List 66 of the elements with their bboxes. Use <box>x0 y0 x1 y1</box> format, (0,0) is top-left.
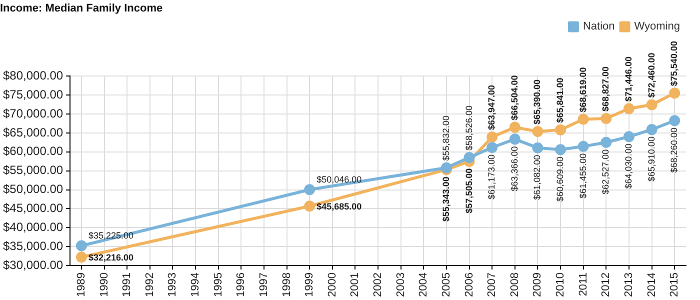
y-tick-label: $40,000.00 <box>2 220 64 234</box>
y-tick-label: $80,000.00 <box>2 68 64 83</box>
data-label: $65,390.00 <box>532 79 542 125</box>
x-tick-label: 2010 <box>554 272 567 298</box>
x-tick-label: 1992 <box>144 272 156 298</box>
data-label: $62,527.00 <box>600 149 611 194</box>
x-tick-label: 2008 <box>508 272 521 298</box>
y-tick-label: $45,000.00 <box>2 201 64 216</box>
x-tick-label: 1998 <box>280 272 293 298</box>
data-label: $55,343.00 <box>440 176 451 222</box>
x-tick-label: 2015 <box>668 272 681 298</box>
x-tick-label: 2006 <box>463 272 476 298</box>
legend-label: Nation <box>582 20 615 33</box>
legend-label: Wyoming <box>634 20 680 33</box>
data-label: $66,504.00 <box>509 75 520 120</box>
x-tick-label: 1993 <box>166 272 179 298</box>
x-tick-label: 2011 <box>577 272 590 296</box>
data-label: $45,685.00 <box>316 202 362 212</box>
y-tick-label: $60,000.00 <box>2 144 64 158</box>
data-label: $50,046.00 <box>316 174 362 185</box>
data-label: $32,216.00 <box>88 252 134 263</box>
x-tick-label: 2014 <box>646 272 658 298</box>
data-label: $72,460.00 <box>646 52 656 98</box>
x-tick-label: 2009 <box>532 272 544 298</box>
data-label: $55,832.00 <box>440 116 451 161</box>
x-tick-label: 1996 <box>235 272 248 298</box>
x-tick-label: 1994 <box>190 272 202 298</box>
x-tick-label: 2002 <box>372 272 384 298</box>
data-label: $64,030.00 <box>623 144 634 189</box>
chart-title: Income: Median Family Income <box>0 2 163 15</box>
y-tick-label: $55,000.00 <box>2 163 64 178</box>
x-tick-label: 1989 <box>75 272 88 298</box>
data-label: $71,446.00 <box>623 56 634 102</box>
data-label: $75,540.00 <box>669 41 680 86</box>
data-label: $68,619.00 <box>578 67 588 112</box>
x-tick-label: 2012 <box>600 272 612 298</box>
x-tick-label: 2004 <box>418 272 430 298</box>
data-label: $68,827.00 <box>600 66 611 112</box>
x-tick-label: 2003 <box>394 272 407 298</box>
x-tick-label: 1995 <box>212 272 224 298</box>
data-label: $61,082.00 <box>532 154 542 200</box>
data-label: $65,910.00 <box>646 136 656 182</box>
y-tick-label: $30,000.00 <box>2 258 64 272</box>
y-tick-label: $35,000.00 <box>2 238 64 253</box>
x-tick-label: 1999 <box>304 272 316 298</box>
data-label: $60,609.00 <box>555 156 566 202</box>
y-tick-label: $65,000.00 <box>2 125 64 140</box>
data-label: $63,366.00 <box>509 146 520 192</box>
x-tick-label: 2005 <box>440 272 452 298</box>
x-tick-label: 1990 <box>98 272 110 298</box>
y-tick-label: $75,000.00 <box>2 87 64 102</box>
data-label: $65,841.00 <box>555 78 566 123</box>
data-label: $61,455.00 <box>578 153 588 198</box>
x-tick-label: 2001 <box>349 272 362 298</box>
data-label: $68,260.00 <box>669 128 680 173</box>
y-tick-label: $70,000.00 <box>2 106 64 120</box>
data-label: $63,947.00 <box>486 84 497 130</box>
data-label: $57,505.00 <box>464 168 474 214</box>
x-tick-label: 1997 <box>258 272 270 298</box>
x-tick-label: 2000 <box>326 272 338 298</box>
y-tick-label: $50,000.00 <box>2 182 64 196</box>
data-label: $61,173.00 <box>486 154 497 200</box>
data-label: $58,526.00 <box>464 105 474 151</box>
x-tick-label: 1991 <box>121 272 134 298</box>
x-tick-label: 2007 <box>486 272 498 298</box>
x-tick-label: 2013 <box>623 272 635 298</box>
